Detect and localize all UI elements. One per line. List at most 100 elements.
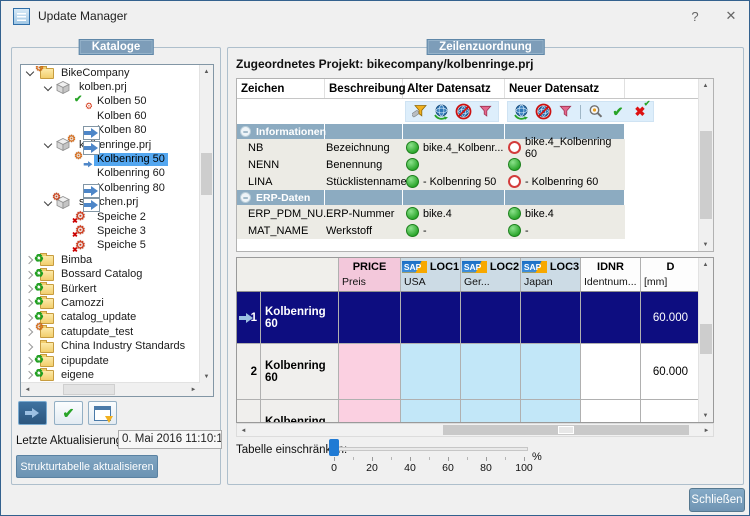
parts-row-1-selected[interactable]: 1 Kolbenring 60 60.000 [237,292,699,344]
chevron-right-icon[interactable] [24,341,36,353]
chevron-down-icon[interactable] [42,82,54,94]
idnr-cell[interactable] [581,400,641,422]
tree-item-kolben-50[interactable]: ✔ ⚙ Kolben 50 [21,94,200,110]
mapping-row-nenn[interactable]: NENN Benennung [237,156,699,173]
row-number-cell[interactable]: 3 [237,400,261,422]
tree-item-speiche-3[interactable]: ⚙ ✖ Speiche 3 [21,224,200,239]
highlight-filter-icon[interactable] [410,103,428,121]
d-value-cell[interactable]: 60.000 [641,400,699,423]
chevron-down-icon[interactable] [42,139,54,151]
globe-sync-icon[interactable] [512,103,530,121]
mapping-table-vertical-scrollbar[interactable]: ▲ ▼ [698,79,713,251]
window-close-button[interactable]: ✕ [725,8,737,23]
tree-item-speiche-2[interactable]: ⚙ ✖ Speiche 2 [21,210,200,225]
scrollbar-thumb[interactable] [700,324,712,354]
scroll-right-icon[interactable]: ► [190,386,197,393]
mapping-row-nb[interactable]: NB Bezeichnung bike.4_Kolbenr... bike.4_… [237,136,699,160]
refresh-structure-table-button[interactable]: Strukturtabelle aktualisieren [16,455,158,478]
loc1-cell[interactable] [401,344,461,400]
last-update-field[interactable]: 0. Mai 2016 11:10:15 [118,430,222,449]
tree-item-kolben-80[interactable]: Kolben 80 [21,124,200,155]
loc1-cell[interactable] [401,400,461,422]
price-cell[interactable] [339,400,401,422]
part-name-cell[interactable]: Kolbenring 60 [261,400,339,422]
loc2-cell[interactable] [461,344,521,400]
tree-item-kolbenring-50-selected[interactable]: ⚙ Kolbenring 50 [21,151,200,167]
tree-item-bikecompany[interactable]: ⚙ BikeCompany [21,66,200,80]
tree-item-china-industry-standards[interactable]: China Industry Standards [21,339,200,353]
tree-item-bimba[interactable]: ♻ Bimba [21,253,200,267]
row-number-cell[interactable]: 1 [237,292,261,344]
scroll-down-icon[interactable]: ▼ [702,241,709,248]
parts-row-3-clipped[interactable]: 3 Kolbenring 60 60.000 [237,400,699,422]
loc3-cell[interactable] [521,292,581,344]
scrollbar-thumb[interactable] [700,131,712,219]
loc2-cell[interactable] [461,400,521,422]
loc2-cell[interactable] [461,292,521,344]
search-edit-icon[interactable] [587,103,605,121]
loc1-cell[interactable] [401,292,461,344]
table-filter-button[interactable] [88,401,117,425]
tree-item-kolben-60[interactable]: Kolben 60 [21,109,200,141]
parts-row-2[interactable]: 2 Kolbenring 60 60.000 [237,344,699,400]
globe-sync-icon[interactable] [432,103,450,121]
apply-mapping-button[interactable] [18,401,47,425]
confirm-button[interactable]: ✔ [54,401,83,425]
tree-item-cipupdate[interactable]: ♻ cipupdate [21,354,200,368]
tree-item-speiche-5[interactable]: ⚙ ✖ Speiche 5 [21,239,200,254]
part-name-cell[interactable]: Kolbenring 60 [261,344,339,400]
tree-item-kolbenringe-prj[interactable]: ⚙ kolbenringe.prj [21,135,200,152]
tree-horizontal-scrollbar[interactable]: ◄ ► [21,382,200,396]
scrollbar-thumb[interactable] [63,384,115,395]
part-name-cell[interactable]: Kolbenring 60 [261,292,339,344]
scroll-up-icon[interactable]: ▲ [203,68,210,75]
tree-item-bossard-catalog[interactable]: ♻ Bossard Catalog [21,267,200,281]
globe-blocked-icon[interactable] [534,103,552,121]
section-row-informationen[interactable]: − Informationen [237,124,699,139]
tree-item-catupdate-test[interactable]: ⚙ catupdate_test [21,323,200,339]
mapping-row-mat-name[interactable]: MAT_NAME Werkstoff - - [237,222,699,239]
collapse-icon[interactable]: − [240,192,251,203]
tree-item-kolben-prj[interactable]: kolben.prj [21,80,200,94]
filter-remove-icon[interactable] [556,103,574,121]
scroll-down-icon[interactable]: ▼ [702,412,709,419]
scroll-right-icon[interactable]: ► [703,427,710,434]
idnr-cell[interactable] [581,344,641,400]
scroll-left-icon[interactable]: ◄ [24,386,31,393]
tree-item-kolbenring-60[interactable]: Kolbenring 60 [21,167,200,198]
globe-blocked-icon[interactable] [454,103,472,121]
scroll-up-icon[interactable]: ▲ [702,261,709,268]
close-button[interactable]: Schließen [689,488,745,512]
d-value-cell[interactable]: 60.000 [641,292,699,344]
tree-item-buerkert[interactable]: ♻ Bürkert [21,282,200,296]
catalog-tree[interactable]: ⚙ BikeCompany kolben.prj ✔ ⚙ Kolben 50 Ko… [20,64,214,397]
mapping-row-lina[interactable]: LINA Stücklistenname - Kolbenring 50 - K… [237,173,699,190]
tree-vertical-scrollbar[interactable]: ▲ ▼ [199,65,213,383]
loc3-cell[interactable] [521,400,581,422]
restrict-slider-track[interactable] [332,447,528,451]
reject-cross-icon[interactable]: ✖ ✔ [634,99,651,119]
accept-check-icon[interactable]: ✔ [612,104,624,119]
help-button[interactable]: ? [691,8,699,24]
parts-table-horizontal-scrollbar[interactable]: ◄ ► [236,423,714,437]
tree-item-eigene[interactable]: ♻ eigene [21,368,200,382]
idnr-cell[interactable] [581,292,641,344]
scroll-down-icon[interactable]: ▼ [203,373,210,380]
filter-remove-icon[interactable] [476,103,494,121]
d-value-cell[interactable]: 60.000 [641,344,699,400]
scroll-left-icon[interactable]: ◄ [240,427,247,434]
tree-item-speichen-prj[interactable]: ⚙ speichen.prj [21,192,200,210]
mapping-row-erp-pdm-nummer[interactable]: ERP_PDM_NU... ERP-Nummer bike.4 bike.4 [237,205,699,222]
price-cell[interactable] [339,292,401,344]
scroll-up-icon[interactable]: ▲ [702,82,709,89]
row-number-cell[interactable]: 2 [237,344,261,400]
scrollbar-thumb[interactable] [443,425,689,435]
price-cell[interactable] [339,344,401,400]
loc3-cell[interactable] [521,344,581,400]
scrollbar-thumb[interactable] [201,153,212,195]
section-row-erp-daten[interactable]: − ERP-Daten [237,190,699,205]
tree-item-kolbenring-80[interactable]: Kolbenring 80 [21,181,200,213]
tree-item-camozzi[interactable]: ♻ Camozzi [21,296,200,310]
tree-item-catalog-update[interactable]: ♻ catalog_update [21,310,200,325]
collapse-icon[interactable]: − [240,126,251,137]
